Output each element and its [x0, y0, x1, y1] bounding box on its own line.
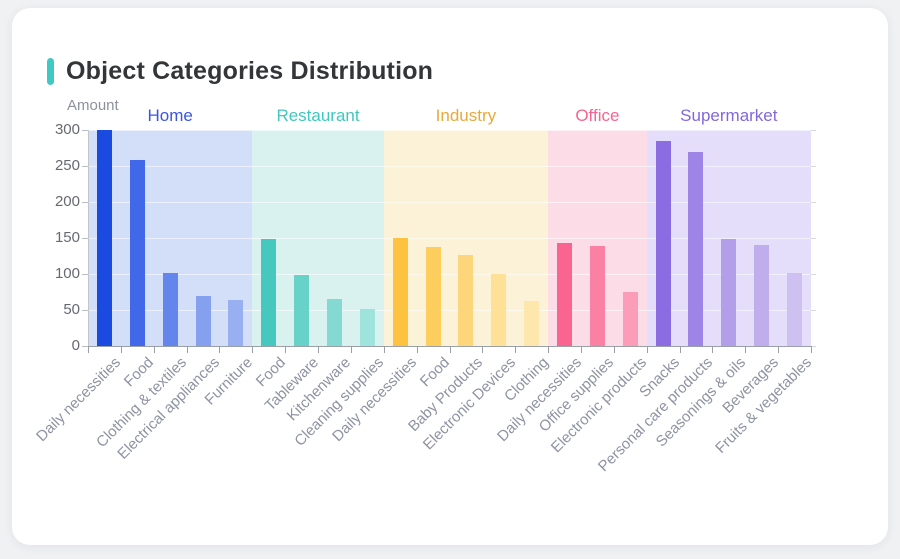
chart-bar[interactable]: [129, 160, 145, 346]
chart-bar[interactable]: [491, 274, 507, 346]
grid-line: [88, 166, 811, 167]
chart-bar[interactable]: [96, 130, 112, 346]
y-axis-tick-right: [811, 238, 816, 239]
x-axis-tick: [745, 346, 747, 353]
group-label-home: Home: [147, 106, 193, 125]
chart-bar[interactable]: [589, 245, 605, 346]
y-axis-tick-label: 300: [54, 121, 80, 138]
x-axis-tick: [120, 346, 122, 353]
x-axis-tick: [186, 346, 188, 353]
chart-bar[interactable]: [359, 309, 375, 346]
y-axis-tick-right: [811, 202, 816, 203]
x-axis-tick: [350, 346, 352, 353]
title-row: Object Categories Distribution: [47, 57, 433, 86]
chart-bar[interactable]: [557, 243, 573, 346]
group-label-supermarket: Supermarket: [680, 106, 778, 125]
y-axis-tick: [82, 274, 88, 275]
x-axis-tick: [811, 346, 812, 353]
chart-bar[interactable]: [261, 239, 277, 346]
chart-bar[interactable]: [655, 140, 671, 346]
chart-bar[interactable]: [622, 292, 638, 346]
chart-bar[interactable]: [458, 255, 474, 346]
chart-bar[interactable]: [425, 246, 441, 346]
x-axis-tick: [88, 346, 89, 353]
chart-bar[interactable]: [754, 245, 770, 346]
x-axis-tick: [646, 346, 648, 353]
x-axis-tick: [416, 346, 418, 353]
grid-line: [88, 274, 811, 275]
y-axis-tick-right: [811, 166, 816, 167]
chart-bar[interactable]: [688, 151, 704, 346]
x-axis-tick: [449, 346, 451, 353]
y-axis-tick: [82, 346, 88, 347]
y-axis-tick-right: [811, 274, 816, 275]
y-axis-tick: [82, 238, 88, 239]
chart-bar[interactable]: [228, 299, 244, 346]
x-axis-tick: [548, 346, 550, 353]
chart-bar[interactable]: [294, 275, 310, 346]
grid-line: [88, 202, 811, 203]
y-axis-tick-label: 200: [54, 193, 80, 210]
chart-bar[interactable]: [392, 238, 408, 346]
grid-line: [88, 310, 811, 311]
y-axis-tick-label: 50: [63, 301, 80, 318]
x-axis-tick: [515, 346, 517, 353]
y-axis-title: Amount: [67, 97, 119, 114]
y-axis-tick: [82, 166, 88, 167]
y-axis-tick-label: 150: [54, 229, 80, 246]
page-title: Object Categories Distribution: [66, 57, 434, 85]
chart-bar[interactable]: [162, 272, 178, 346]
y-axis-tick-label: 100: [54, 265, 80, 282]
y-axis-tick-right: [811, 310, 816, 311]
grid-line: [88, 130, 811, 131]
x-axis-tick: [219, 346, 221, 353]
y-axis-tick: [82, 310, 88, 311]
y-axis-tick: [82, 202, 88, 203]
y-axis-tick-label: 250: [54, 157, 80, 174]
y-axis-tick: [82, 130, 88, 131]
x-axis-tick: [778, 346, 780, 353]
x-axis-tick: [482, 346, 484, 353]
chart-bar[interactable]: [195, 296, 211, 346]
group-label-industry: Industry: [435, 106, 497, 125]
x-axis-tick: [712, 346, 714, 353]
chart-bar[interactable]: [721, 239, 737, 346]
y-axis-tick-right: [811, 346, 816, 347]
group-label-restaurant: Restaurant: [276, 106, 360, 125]
x-axis-tick: [252, 346, 254, 353]
chart-bar[interactable]: [524, 300, 540, 346]
x-axis-tick: [613, 346, 615, 353]
x-axis-tick: [318, 346, 320, 353]
x-axis-tick: [679, 346, 681, 353]
x-axis-tick: [383, 346, 385, 353]
chart-bar[interactable]: [787, 273, 803, 346]
grid-line: [88, 238, 811, 239]
title-accent-bar: [47, 58, 54, 85]
x-axis-tick: [153, 346, 155, 353]
x-axis-tick: [580, 346, 582, 353]
chart-bar[interactable]: [326, 299, 342, 346]
x-axis-tick: [285, 346, 287, 353]
y-axis-tick-label: 0: [71, 337, 80, 354]
group-label-office: Office: [575, 106, 620, 125]
y-axis-line: [88, 130, 89, 346]
y-axis-tick-right: [811, 130, 816, 131]
